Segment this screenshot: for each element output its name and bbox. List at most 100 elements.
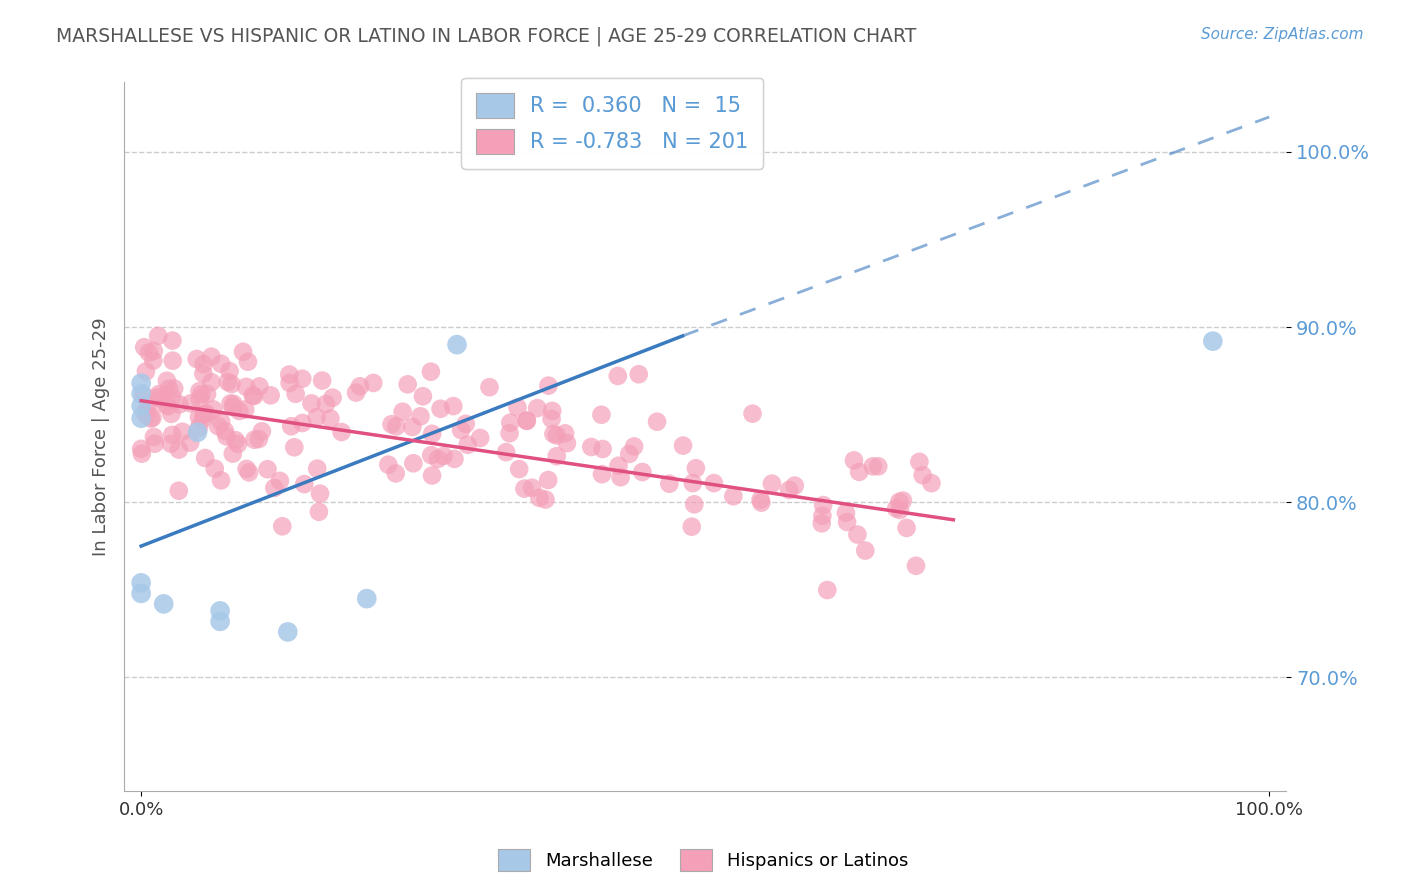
Point [457,438,479,452]
Point [226,437,249,451]
Point [193,357,215,371]
Point [236,355,259,369]
Point [609,470,631,484]
Point [188,410,211,425]
Point [142,343,165,358]
Point [204,461,226,475]
Point [291,416,314,430]
Point [225,434,247,448]
Point [377,458,399,472]
Point [761,476,783,491]
Point [495,445,517,459]
Point [202,402,225,417]
Point [891,493,914,508]
Point [135,409,157,423]
Point [143,436,166,450]
Point [200,350,222,364]
Point [607,458,630,473]
Point [581,440,603,454]
Point [162,353,184,368]
Point [163,382,186,396]
Point [401,420,423,434]
Point [450,423,472,437]
Point [179,435,201,450]
Point [209,474,232,488]
Point [243,389,266,403]
Point [811,498,834,512]
Point [153,397,176,411]
Point [139,411,162,425]
Point [129,442,152,456]
Point [591,467,613,482]
Point [129,411,152,425]
Point [363,376,385,390]
Point [148,329,170,343]
Text: Source: ZipAtlas.com: Source: ZipAtlas.com [1201,27,1364,42]
Point [889,503,911,517]
Point [555,436,578,450]
Point [136,404,159,418]
Point [783,478,806,492]
Point [344,385,367,400]
Point [162,390,184,404]
Point [280,419,302,434]
Point [191,412,214,426]
Point [520,481,543,495]
Point [167,442,190,457]
Point [228,404,250,418]
Point [446,337,468,351]
Point [218,364,240,378]
Point [749,492,772,507]
Point [259,388,281,402]
Point [868,459,890,474]
Point [537,473,560,487]
Point [214,424,236,438]
Point [778,483,800,497]
Point [271,519,294,533]
Point [412,389,434,403]
Point [537,378,560,392]
Point [129,376,152,391]
Point [835,515,858,529]
Point [908,455,931,469]
Point [920,476,942,491]
Point [904,558,927,573]
Point [149,392,172,406]
Point [848,465,870,479]
Point [188,392,211,406]
Point [233,402,256,417]
Point [356,591,378,606]
Point [443,451,465,466]
Point [842,453,865,467]
Point [301,396,323,410]
Point [162,427,184,442]
Point [195,387,218,401]
Point [269,474,291,488]
Point [319,411,342,425]
Point [209,415,232,429]
Point [132,388,155,402]
Point [516,414,538,428]
Point [810,516,832,531]
Point [529,491,551,505]
Point [645,415,668,429]
Point [815,582,838,597]
Point [219,396,242,410]
Point [308,505,330,519]
Point [193,407,215,421]
Point [207,419,229,434]
Point [534,492,557,507]
Point [193,408,215,422]
Point [307,461,329,475]
Point [683,497,706,511]
Point [142,353,165,368]
Point [889,495,911,509]
Point [222,447,245,461]
Point [169,397,191,411]
Point [672,439,695,453]
Point [554,426,576,441]
Point [180,396,202,410]
Point [623,440,645,454]
Point [256,462,278,476]
Point [263,481,285,495]
